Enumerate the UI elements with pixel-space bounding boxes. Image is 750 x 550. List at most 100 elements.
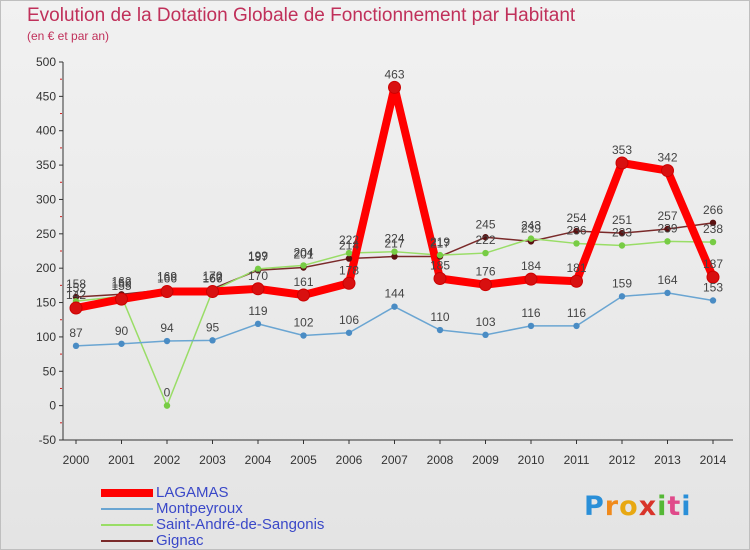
data-label: 161 bbox=[293, 275, 313, 289]
data-label: 245 bbox=[475, 217, 495, 231]
data-label: 152 bbox=[66, 281, 86, 295]
data-label: 166 bbox=[202, 272, 222, 286]
x-tick-label: 2002 bbox=[154, 453, 181, 467]
x-tick-label: 2000 bbox=[63, 453, 90, 467]
data-point bbox=[163, 337, 171, 345]
data-label: 238 bbox=[703, 222, 723, 236]
data-point bbox=[618, 293, 626, 300]
logo-letter: i bbox=[657, 491, 668, 522]
data-point bbox=[664, 238, 671, 245]
data-point bbox=[209, 337, 216, 344]
data-label: 187 bbox=[703, 257, 723, 271]
data-label: 217 bbox=[384, 236, 404, 250]
data-label: 164 bbox=[657, 273, 677, 287]
data-label: 170 bbox=[248, 269, 268, 283]
data-label: 110 bbox=[430, 310, 449, 324]
logo-letter: r bbox=[604, 491, 620, 522]
data-point bbox=[618, 242, 626, 249]
data-label: 257 bbox=[657, 209, 677, 223]
data-label: 144 bbox=[384, 287, 404, 301]
proxiti-logo: Proxiti bbox=[584, 491, 692, 522]
logo-letter: x bbox=[638, 491, 658, 522]
data-point bbox=[391, 248, 398, 255]
data-point bbox=[664, 289, 671, 297]
data-label: 166 bbox=[157, 272, 177, 286]
data-label: 158 bbox=[66, 277, 86, 291]
data-point bbox=[618, 229, 626, 237]
legend-swatch bbox=[101, 508, 153, 510]
logo-letter: t bbox=[667, 491, 682, 522]
data-point bbox=[300, 262, 307, 269]
data-point bbox=[345, 249, 353, 257]
data-point bbox=[482, 249, 489, 257]
data-label: 204 bbox=[293, 245, 313, 259]
data-point bbox=[433, 271, 447, 285]
legend-item: LAGAMAS bbox=[101, 485, 324, 501]
data-point bbox=[297, 288, 310, 302]
data-point bbox=[706, 270, 720, 284]
data-point bbox=[118, 340, 125, 347]
data-label: 181 bbox=[566, 261, 586, 275]
data-point bbox=[573, 240, 580, 247]
data-point bbox=[482, 331, 489, 339]
data-label: 251 bbox=[612, 213, 632, 227]
data-point bbox=[345, 255, 353, 262]
data-label: 116 bbox=[567, 306, 586, 320]
data-label: 170 bbox=[202, 269, 222, 283]
data-label: 224 bbox=[384, 232, 404, 246]
data-point bbox=[391, 303, 398, 310]
data-point bbox=[709, 238, 717, 246]
legend-label: Saint-André-de-Sangonis bbox=[156, 516, 325, 533]
data-label: 217 bbox=[430, 236, 450, 250]
data-label: 254 bbox=[566, 211, 586, 225]
data-label: 167 bbox=[202, 271, 222, 285]
x-tick-label: 2013 bbox=[654, 453, 681, 467]
legend-swatch bbox=[101, 524, 153, 526]
data-point bbox=[163, 402, 171, 409]
legend-item: Saint-André-de-Sangonis bbox=[101, 517, 324, 533]
data-label: 222 bbox=[339, 233, 359, 247]
y-tick-label: 50 bbox=[43, 364, 57, 378]
data-point bbox=[524, 272, 538, 286]
data-point bbox=[661, 164, 674, 178]
data-label: 236 bbox=[566, 223, 586, 237]
x-tick-label: 2006 bbox=[336, 453, 363, 467]
legend-item: Montpeyroux bbox=[101, 501, 324, 517]
data-label: 222 bbox=[475, 233, 495, 247]
x-tick-label: 2007 bbox=[381, 453, 408, 467]
data-point bbox=[479, 278, 492, 292]
data-point bbox=[573, 227, 580, 235]
y-tick-label: 500 bbox=[36, 55, 56, 69]
legend-label: LAGAMAS bbox=[156, 484, 229, 501]
data-label: 95 bbox=[206, 320, 220, 334]
x-tick-label: 2009 bbox=[472, 453, 499, 467]
data-label: 87 bbox=[69, 326, 83, 340]
data-point bbox=[254, 320, 262, 328]
legend-label: Montpeyroux bbox=[156, 500, 243, 517]
legend: LAGAMAS Montpeyroux Saint-André-de-Sangoni… bbox=[101, 485, 324, 549]
y-tick-label: 250 bbox=[36, 227, 56, 241]
data-label: 233 bbox=[612, 226, 632, 240]
data-label: 353 bbox=[612, 143, 632, 157]
y-tick-label: -50 bbox=[39, 433, 57, 447]
data-point bbox=[160, 285, 174, 299]
data-label: 199 bbox=[248, 249, 268, 263]
data-label: 103 bbox=[475, 315, 495, 329]
data-point bbox=[391, 253, 398, 260]
x-tick-label: 2001 bbox=[108, 453, 135, 467]
x-tick-label: 2008 bbox=[427, 453, 454, 467]
data-point bbox=[206, 285, 219, 299]
data-label: 116 bbox=[521, 306, 540, 320]
data-label: 159 bbox=[612, 276, 632, 290]
data-label: 159 bbox=[111, 276, 131, 290]
data-label: 169 bbox=[157, 269, 177, 283]
data-label: 239 bbox=[657, 221, 677, 235]
data-label: 155 bbox=[111, 279, 131, 293]
data-point bbox=[709, 219, 717, 227]
x-tick-label: 2004 bbox=[245, 453, 272, 467]
x-tick-label: 2011 bbox=[564, 453, 590, 467]
logo-letter: P bbox=[584, 491, 605, 522]
data-point bbox=[300, 332, 307, 339]
series-line bbox=[75, 292, 714, 347]
